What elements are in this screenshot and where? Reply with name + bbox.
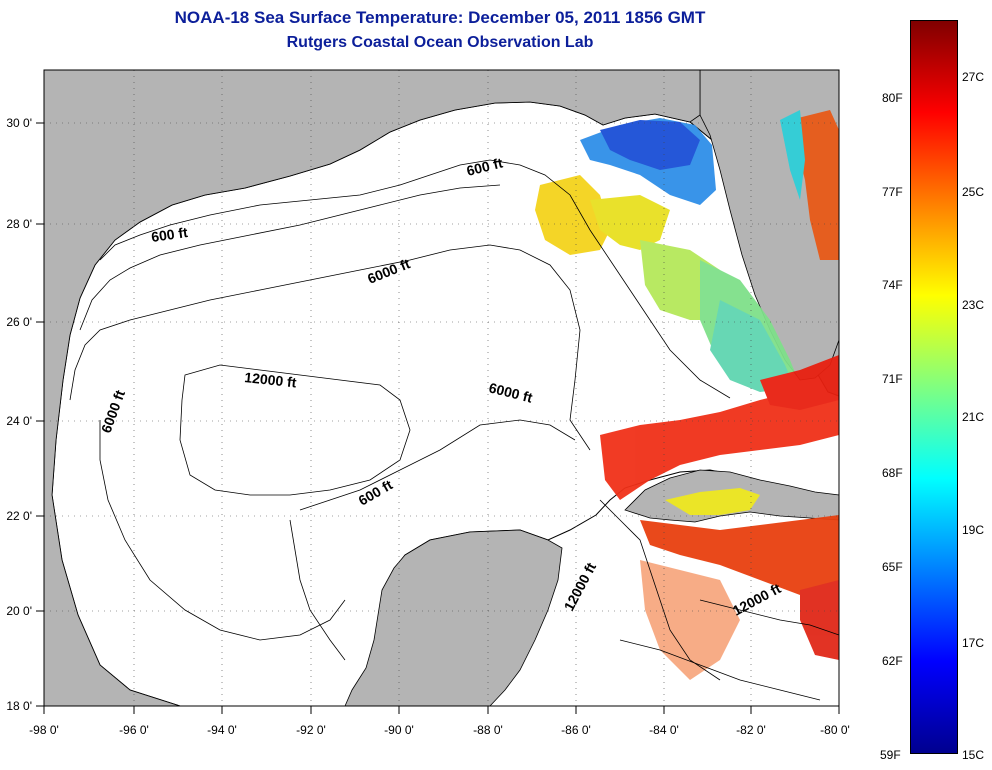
lat-label: 18 0' bbox=[6, 699, 32, 713]
contour-label: 12000 ft bbox=[244, 369, 298, 390]
sst-data-layer bbox=[535, 110, 839, 680]
colorbar-f-label: 59F bbox=[880, 748, 901, 762]
colorbar-c-label: 15C bbox=[962, 748, 985, 762]
map-title: NOAA-18 Sea Surface Temperature: Decembe… bbox=[174, 8, 706, 27]
colorbar-c-label: 17C bbox=[962, 636, 985, 650]
lon-label: -82 0' bbox=[736, 723, 766, 737]
lat-label: 28 0' bbox=[6, 217, 32, 231]
lon-label: -88 0' bbox=[473, 723, 503, 737]
lon-label: -80 0' bbox=[820, 723, 850, 737]
colorbar-c-label: 21C bbox=[962, 410, 985, 424]
lat-label: 30 0' bbox=[6, 116, 32, 130]
graticule bbox=[44, 70, 839, 706]
colorbar-f-label: 68F bbox=[882, 466, 903, 480]
lon-label: -92 0' bbox=[296, 723, 326, 737]
lon-label: -84 0' bbox=[649, 723, 679, 737]
colorbar-f-label: 77F bbox=[882, 185, 903, 199]
colorbar-c-label: 23C bbox=[962, 298, 985, 312]
lon-label: -90 0' bbox=[384, 723, 414, 737]
north-coast-land bbox=[43, 69, 701, 707]
temperature-colorbar bbox=[910, 20, 958, 754]
map-frame bbox=[43, 69, 840, 707]
bathymetry-contours bbox=[69, 159, 840, 701]
lat-label: 22 0' bbox=[6, 509, 32, 523]
colorbar-c-label: 27C bbox=[962, 70, 985, 84]
map-subtitle: Rutgers Coastal Ocean Observation Lab bbox=[286, 34, 594, 51]
colorbar-f-label: 80F bbox=[882, 91, 903, 105]
lon-label: -96 0' bbox=[119, 723, 149, 737]
lon-label: -86 0' bbox=[561, 723, 591, 737]
colorbar-f-label: 71F bbox=[882, 372, 903, 386]
lon-label: -98 0' bbox=[29, 723, 59, 737]
lat-label: 24 0' bbox=[6, 414, 32, 428]
lat-label: 26 0' bbox=[6, 315, 32, 329]
colorbar-c-label: 25C bbox=[962, 185, 985, 199]
contour-label: 600 ft bbox=[150, 224, 189, 245]
colorbar-f-label: 62F bbox=[882, 654, 903, 668]
colorbar-f-label: 74F bbox=[882, 278, 903, 292]
colorbar-c-label: 19C bbox=[962, 523, 985, 537]
lon-label: -94 0' bbox=[207, 723, 237, 737]
colorbar-f-label: 65F bbox=[882, 560, 903, 574]
lat-label: 20 0' bbox=[6, 604, 32, 618]
axis-ticks bbox=[36, 122, 840, 714]
